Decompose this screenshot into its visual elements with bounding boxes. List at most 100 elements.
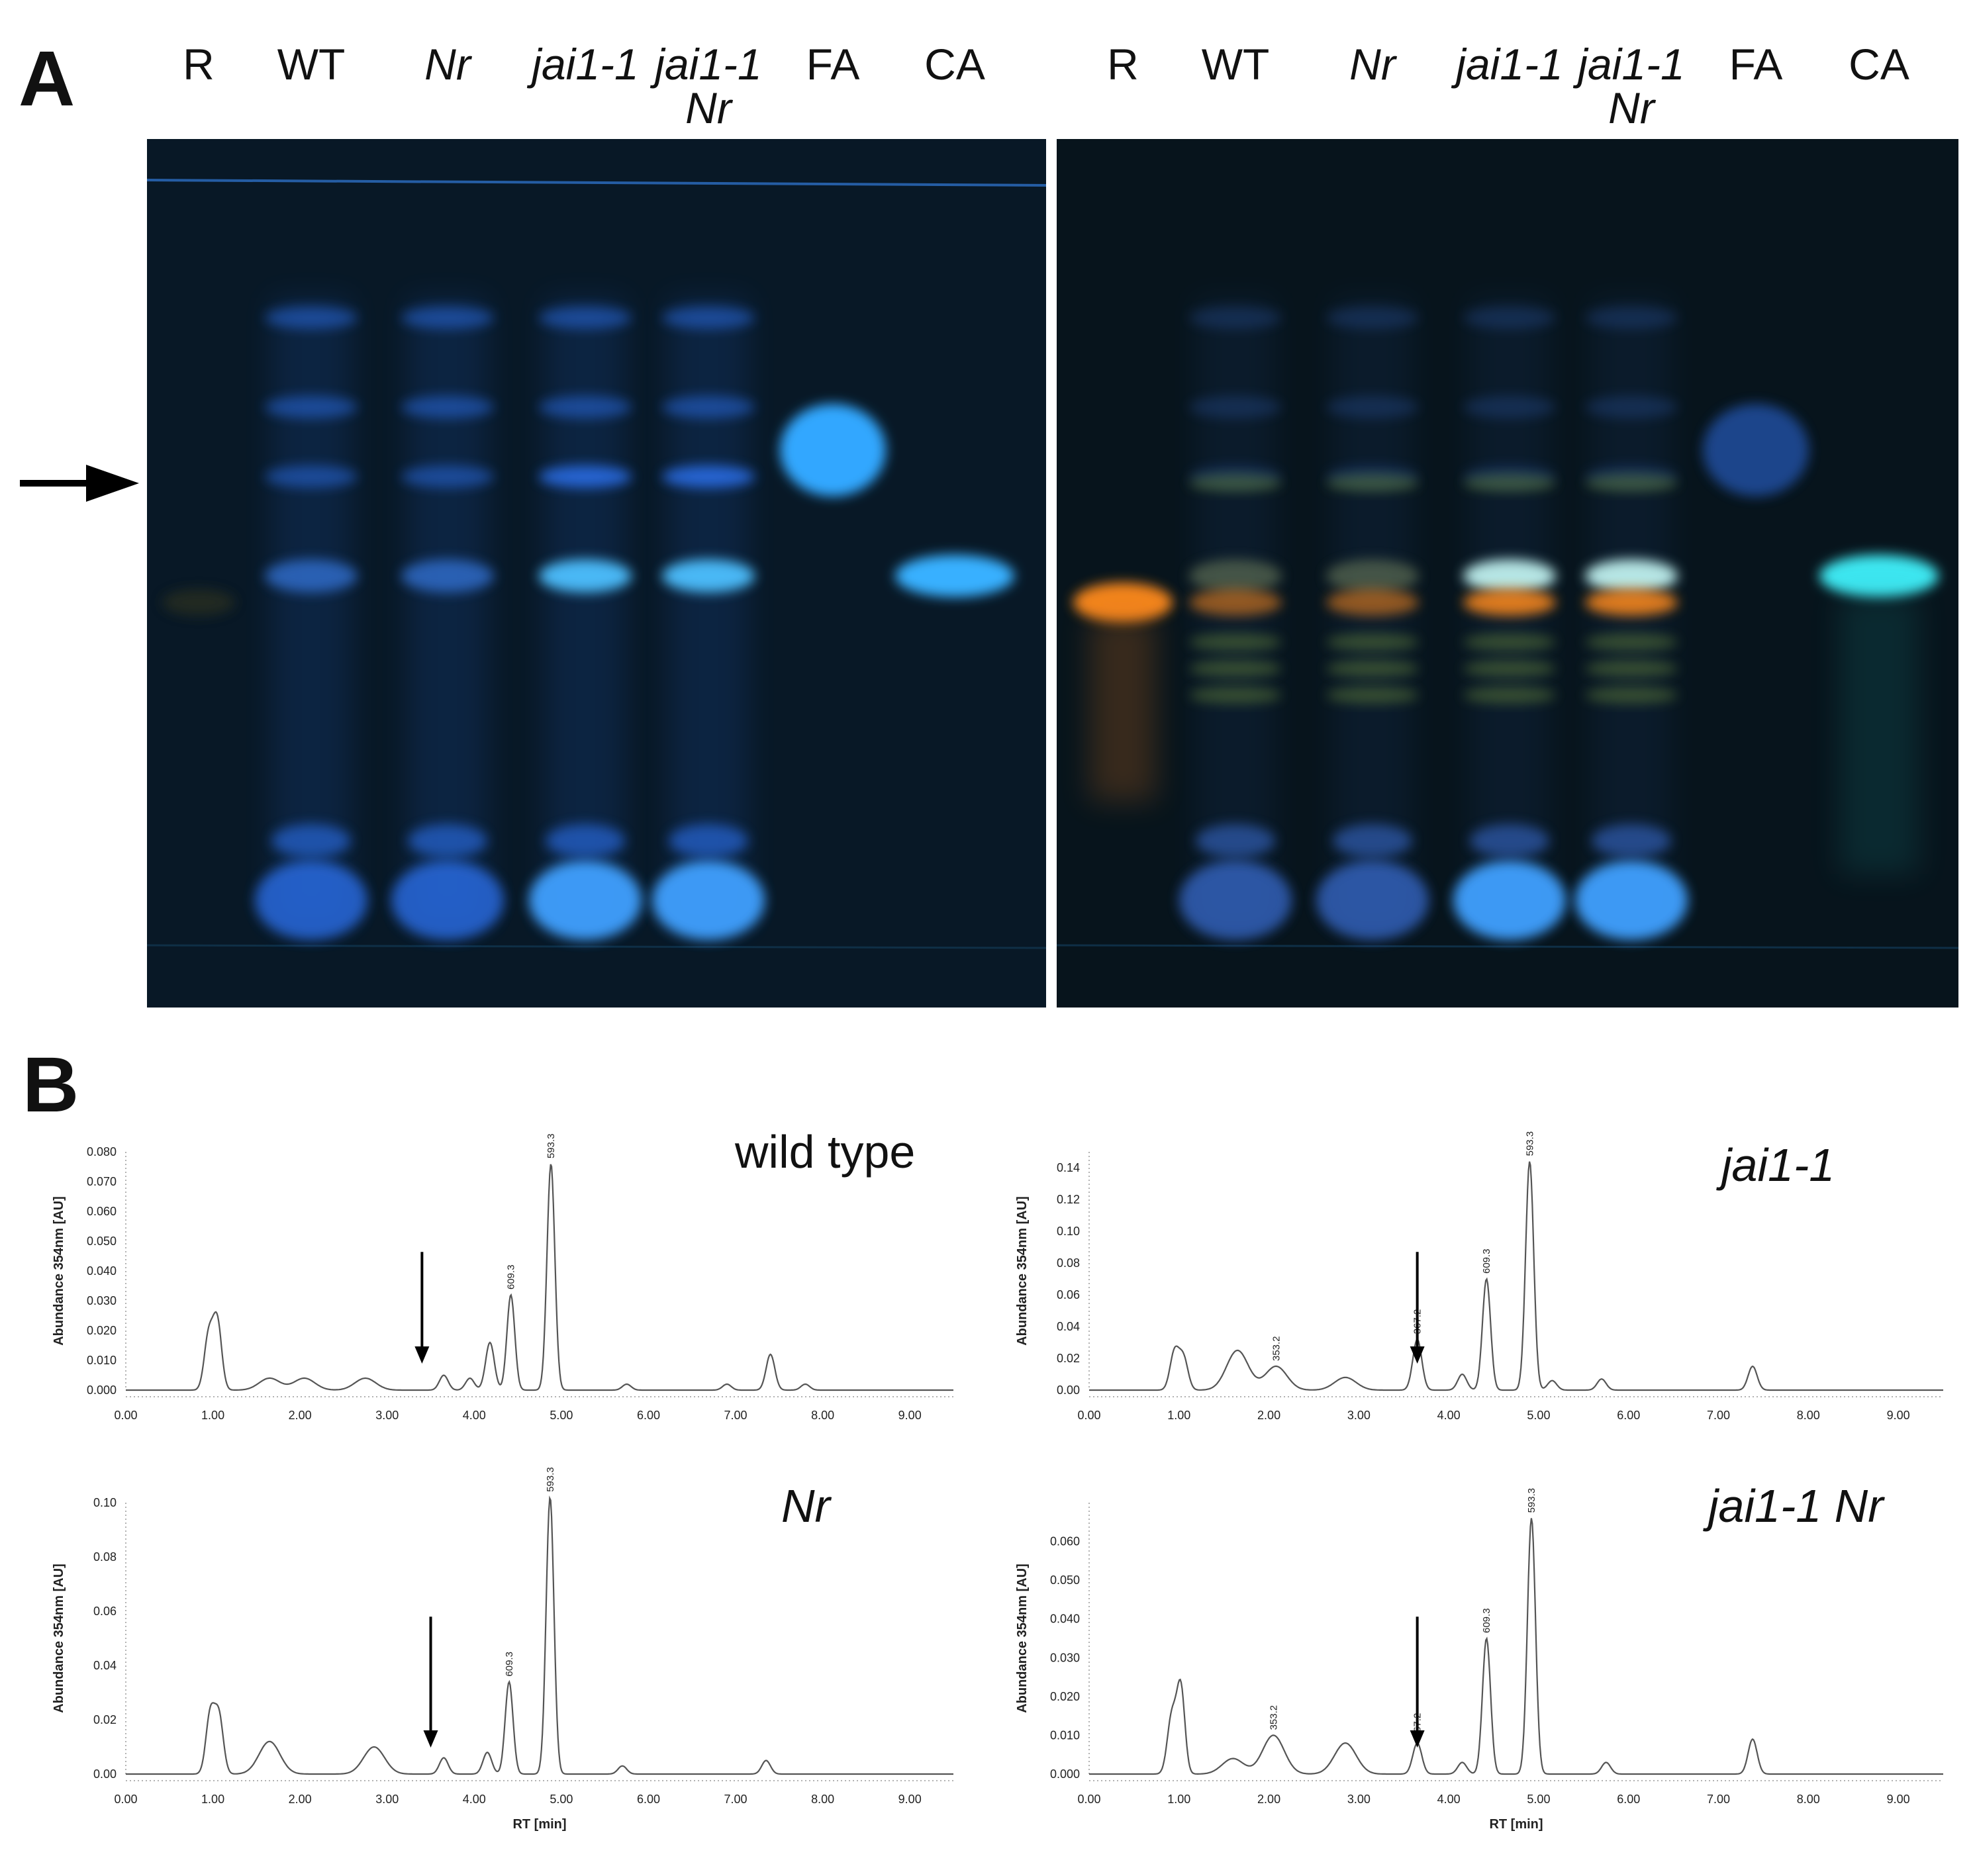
tlc-band [1585,396,1678,418]
tlc-band [1463,475,1556,492]
tlc-plate-left [147,139,1046,1008]
y-tick-label: 0.010 [87,1354,117,1367]
tlc-band [1326,396,1419,418]
y-tick-label: 0.00 [93,1767,117,1781]
peak-label: 609.3 [504,1652,515,1677]
right-plate-lane-label: R [1107,40,1139,89]
x-tick-label: 9.00 [898,1793,922,1806]
y-tick-label: 0.060 [1050,1535,1080,1548]
y-tick-label: 0.02 [93,1713,117,1726]
peak-label: 353.2 [1268,1705,1279,1730]
x-tick-label: 1.00 [201,1409,224,1422]
chromatogram-jai1-1: 0.00 0.02 0.04 0.06 0.08 0.10 0.12 0.14 0.00 1.00… [1003,1125,1956,1436]
peak-label: 609.3 [1481,1248,1492,1274]
tlc-band [1463,306,1556,329]
left-plate-lane-label: jai1-1 Nr [655,40,762,132]
tlc-band [1326,475,1419,492]
tlc-band [255,861,367,940]
tlc-band [265,559,358,592]
tlc-band [1585,686,1678,704]
x-tick-label: 2.00 [289,1793,312,1806]
y-tick-label: 0.04 [1057,1320,1080,1333]
tlc-band [162,589,235,616]
tlc-band [1326,589,1419,616]
tlc-band [265,465,358,488]
tlc-band [1333,824,1412,857]
x-tick-label: 0.00 [1077,1793,1100,1806]
right-plate-lane-label: WT [1201,40,1270,89]
tlc-band [401,559,494,592]
tlc-band [1585,589,1678,616]
tlc-band [391,861,504,940]
tlc-band [1189,686,1282,704]
x-tick-label: 6.00 [637,1793,660,1806]
tlc-band [271,824,351,857]
tlc-band [265,396,358,418]
y-tick-label: 0.10 [1057,1225,1080,1238]
y-tick-label: 0.080 [87,1145,117,1158]
panel-a-letter: A [19,35,75,122]
tlc-band [1189,633,1282,651]
tlc-band [539,306,632,329]
peak-label: 353.2 [1271,1336,1282,1361]
chromatogram-title-jai1-1-nr: jai1-1 Nr [1708,1480,1884,1532]
y-tick-label: 0.070 [87,1175,117,1188]
x-tick-label: 6.00 [637,1409,660,1422]
chromatogram-trace [1089,1161,1943,1391]
right-plate-lane-label: FA [1729,40,1783,89]
tlc-band [1189,660,1282,677]
y-axis-title: Abundance 354nm [AU] [52,1564,66,1713]
peak-label: 593.3 [1524,1131,1535,1156]
x-tick-label: 9.00 [1887,1409,1910,1422]
tlc-band [1316,861,1429,940]
x-tick-label: 6.00 [1617,1409,1640,1422]
y-axis-title: Abundance 354nm [AU] [1015,1196,1030,1346]
tlc-band [895,555,1014,597]
tlc-band [401,306,494,329]
x-tick-label: 3.00 [1347,1409,1371,1422]
x-tick-label: 5.00 [550,1793,573,1806]
y-tick-label: 0.030 [87,1294,117,1307]
x-tick-label: 5.00 [1527,1793,1550,1806]
x-tick-label: 2.00 [1257,1793,1280,1806]
chromatogram-trace [126,1495,953,1775]
x-tick-label: 4.00 [463,1793,486,1806]
y-tick-label: 0.06 [93,1605,117,1618]
tlc-band [662,465,755,488]
tlc-band [1585,660,1678,677]
tlc-band [662,559,755,592]
x-tick-label: 2.00 [289,1409,312,1422]
y-axis-title: Abundance 354nm [AU] [1015,1564,1030,1713]
tlc-band [401,465,494,488]
x-tick-label: 9.00 [898,1409,922,1422]
tlc-band [408,824,487,857]
tlc-band [1592,824,1671,857]
tlc-band [1196,824,1275,857]
x-tick-label: 5.00 [1527,1409,1550,1422]
left-plate-lane-label: jai1-1 [532,40,639,89]
y-tick-label: 0.040 [1050,1613,1080,1626]
tlc-band [669,824,748,857]
tlc-band [265,306,358,329]
x-tick-label: 8.00 [811,1793,834,1806]
x-tick-label: 6.00 [1617,1793,1640,1806]
y-tick-label: 0.040 [87,1264,117,1278]
x-tick-label: 7.00 [724,1793,747,1806]
chromatogram-wild-type: 0.000 0.010 0.020 0.030 0.040 0.050 0.060 0.070… [40,1125,967,1436]
x-tick-label: 7.00 [1707,1409,1730,1422]
tlc-band [1189,589,1282,616]
y-tick-label: 0.020 [87,1324,117,1337]
tlc-band [539,396,632,418]
x-tick-label: 1.00 [201,1793,224,1806]
chromatogram-trace [126,1164,953,1391]
arrow-head-icon [1410,1730,1425,1748]
x-tick-label: 4.00 [1437,1409,1461,1422]
tlc-band [1703,404,1809,496]
x-tick-label: 4.00 [463,1409,486,1422]
x-axis-title: RT [min] [1489,1817,1543,1832]
x-tick-label: 7.00 [724,1409,747,1422]
right-plate-lane-label: Nr [1349,40,1396,89]
tlc-band [1463,660,1556,677]
tlc-band [1463,589,1556,616]
tlc-band [1326,633,1419,651]
